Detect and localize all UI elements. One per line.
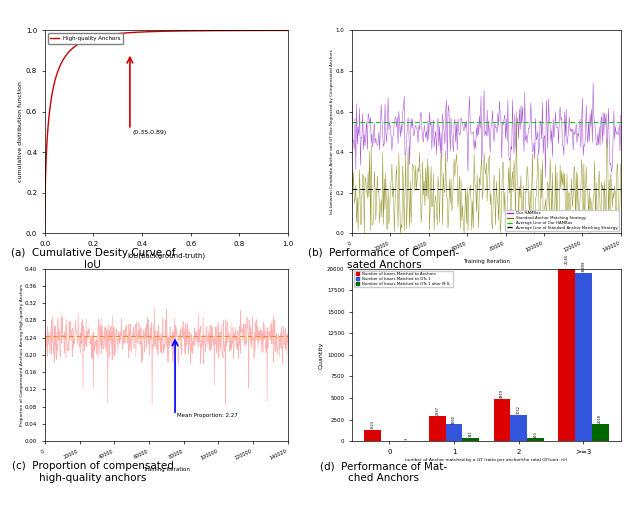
Text: 3052: 3052 <box>516 405 521 414</box>
Bar <box>463 438 479 441</box>
Bar <box>558 265 575 441</box>
X-axis label: number of Anchor matched by a GT (ratio per anchor/the total GT(unit: n)): number of Anchor matched by a GT (ratio … <box>405 457 568 461</box>
Text: 4919: 4919 <box>500 389 504 398</box>
Bar <box>493 399 510 441</box>
Text: (c)  Proportion of compensated
high-quality anchors: (c) Proportion of compensated high-quali… <box>12 461 173 483</box>
Bar <box>510 415 527 441</box>
Text: (b)  Performance of Compen-
sated Anchors: (b) Performance of Compen- sated Anchors <box>308 248 460 270</box>
X-axis label: IoU(background-truth): IoU(background-truth) <box>127 252 205 259</box>
Bar <box>592 424 609 441</box>
Text: (a)  Cumulative Desity Curve of
IoU: (a) Cumulative Desity Curve of IoU <box>10 248 175 270</box>
Y-axis label: cumulative distribution function: cumulative distribution function <box>18 82 23 182</box>
Y-axis label: Proportion of Compensated Anchors Among High-quality Anchors: Proportion of Compensated Anchors Among … <box>20 284 24 426</box>
Bar <box>527 439 544 441</box>
Y-axis label: Quantity: Quantity <box>319 341 324 369</box>
Legend: Our HAMBox, Standard Anchor Matching Strategy, Average Line of Our HAMBox, Avera: Our HAMBox, Standard Anchor Matching Str… <box>505 210 619 231</box>
X-axis label: Training Iteration: Training Iteration <box>143 467 190 472</box>
Bar <box>575 273 592 441</box>
Text: 3: 3 <box>404 438 408 441</box>
Bar <box>364 430 381 441</box>
Text: (0.35,0.89): (0.35,0.89) <box>132 130 166 135</box>
Text: 2967: 2967 <box>435 406 439 415</box>
Y-axis label: IoL between Candidate Anchor and GT Box Regressed by Compensated Anchors: IoL between Candidate Anchor and GT Box … <box>330 50 334 214</box>
Bar <box>429 416 445 441</box>
Text: 19499: 19499 <box>581 261 586 272</box>
Text: 1323: 1323 <box>371 420 374 429</box>
Legend: Number of boxes Matched to Anchors, Number of boxes Matched to GTs 1, Number of : Number of boxes Matched to Anchors, Numb… <box>354 271 452 287</box>
X-axis label: Training Iteration: Training Iteration <box>463 259 510 264</box>
Text: 310: 310 <box>534 431 538 438</box>
Text: (d)  Performance of Mat-
ched Anchors: (d) Performance of Mat- ched Anchors <box>321 461 447 483</box>
Text: 2018: 2018 <box>598 414 602 423</box>
Bar <box>445 424 463 441</box>
Text: Mean Proportion: 2.27: Mean Proportion: 2.27 <box>177 413 237 418</box>
Text: 1960: 1960 <box>452 415 456 423</box>
Legend: High-quality Anchors: High-quality Anchors <box>47 33 124 44</box>
Text: 20,65: 20,65 <box>564 254 568 264</box>
Text: 341: 341 <box>469 431 473 438</box>
